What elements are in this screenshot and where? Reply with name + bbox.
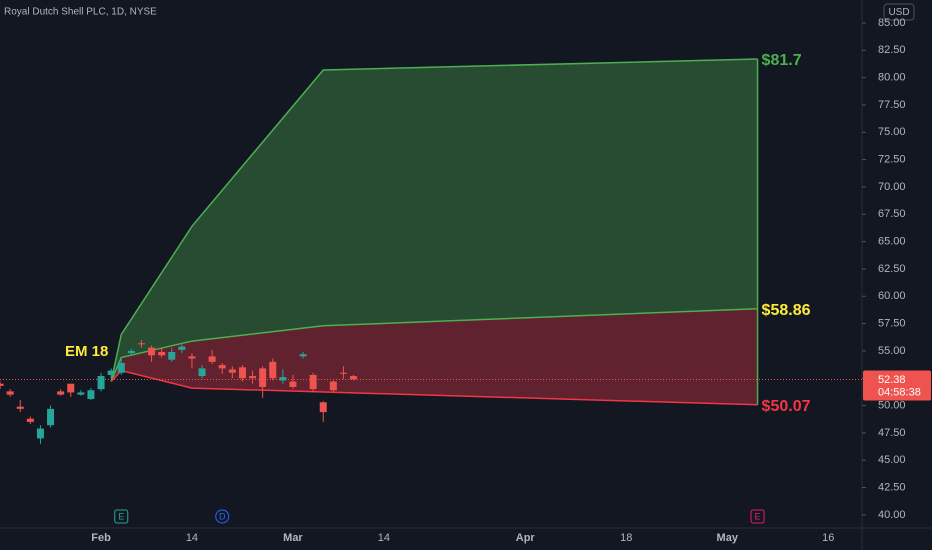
- candle-body: [107, 370, 115, 375]
- candle-body: [148, 347, 156, 356]
- y-tick-label: 82.50: [878, 44, 906, 56]
- y-tick-label: 67.50: [878, 208, 906, 220]
- countdown: 04:58:38: [878, 386, 921, 398]
- candle-body: [16, 406, 24, 409]
- candle-body: [168, 352, 176, 360]
- x-tick-label: Feb: [91, 532, 111, 544]
- candle-body: [87, 390, 95, 400]
- band-label: $50.07: [762, 398, 811, 415]
- candle-body: [289, 381, 297, 387]
- candle-body: [127, 350, 135, 354]
- lower-band-fill: [111, 308, 758, 405]
- event-marker: [114, 509, 129, 524]
- x-tick-label: 14: [378, 532, 390, 544]
- y-tick-label: 65.00: [878, 235, 906, 247]
- y-tick-label: 40.00: [878, 509, 906, 521]
- y-tick-label: 47.50: [878, 427, 906, 439]
- currency-box[interactable]: [883, 3, 915, 21]
- candle-body: [188, 356, 196, 359]
- event-label: E: [118, 511, 124, 521]
- candle-body: [26, 418, 34, 422]
- y-tick-label: 75.00: [878, 126, 906, 138]
- candle-body: [319, 402, 327, 413]
- candle-body: [228, 369, 236, 373]
- y-tick-label: 80.00: [878, 72, 906, 84]
- chart-title: Royal Dutch Shell PLC, 1D, NYSE: [4, 7, 157, 18]
- plot-area: [0, 58, 862, 444]
- band-label: $81.7: [762, 52, 802, 69]
- y-tick-label: 50.00: [878, 399, 906, 411]
- band-line: [110, 58, 758, 382]
- candle-body: [249, 376, 257, 379]
- candle-body: [269, 361, 277, 379]
- candle-body: [238, 367, 246, 379]
- y-tick-label: 70.00: [878, 181, 906, 193]
- candle-body: [279, 377, 287, 381]
- last-price-box: [863, 370, 931, 401]
- y-tick-label: 55.00: [878, 345, 906, 357]
- candle-body: [0, 383, 4, 386]
- x-tick-label: 14: [186, 532, 198, 544]
- band-label: $58.86: [762, 302, 811, 319]
- candle-body: [36, 428, 44, 439]
- candle-body: [117, 362, 125, 373]
- candle-body: [137, 343, 145, 345]
- event-marker: [215, 509, 230, 524]
- candle-body: [309, 374, 317, 390]
- candle-body: [198, 368, 206, 377]
- event-marker: [750, 509, 765, 524]
- event-label: E: [755, 511, 761, 521]
- candle-body: [67, 383, 75, 393]
- candle-body: [77, 392, 85, 395]
- candle-body: [178, 346, 186, 350]
- candle-body: [97, 376, 105, 390]
- candle-body: [259, 368, 267, 387]
- candle-body: [339, 372, 347, 374]
- candle-body: [299, 354, 307, 357]
- candle-body: [6, 391, 14, 395]
- event-label: D: [219, 511, 226, 521]
- candle-body: [218, 365, 226, 369]
- x-tick-label: 16: [822, 532, 834, 544]
- annotation: EM 18: [65, 343, 108, 360]
- y-tick-label: 62.50: [878, 263, 906, 275]
- x-tick-label: Apr: [516, 532, 536, 544]
- last-price-label: 52.38: [878, 374, 906, 386]
- x-tick-label: Mar: [283, 532, 303, 544]
- y-tick-label: 45.00: [878, 454, 906, 466]
- y-tick-label: 85.00: [878, 17, 906, 29]
- currency[interactable]: USD: [888, 7, 909, 18]
- candle-body: [57, 391, 65, 395]
- x-tick-label: 18: [620, 532, 632, 544]
- candle-body: [208, 356, 216, 362]
- upper-band-fill: [111, 59, 758, 382]
- y-tick-label: 57.50: [878, 317, 906, 329]
- candle-body: [158, 352, 166, 356]
- y-tick-label: 72.50: [878, 154, 906, 166]
- candle-body: [47, 408, 55, 426]
- candle-body: [350, 376, 358, 380]
- y-tick-label: 77.50: [878, 99, 906, 111]
- y-tick-label: 60.00: [878, 290, 906, 302]
- x-tick-label: May: [717, 532, 739, 544]
- candle-body: [329, 381, 337, 391]
- y-tick-label: 42.50: [878, 481, 906, 493]
